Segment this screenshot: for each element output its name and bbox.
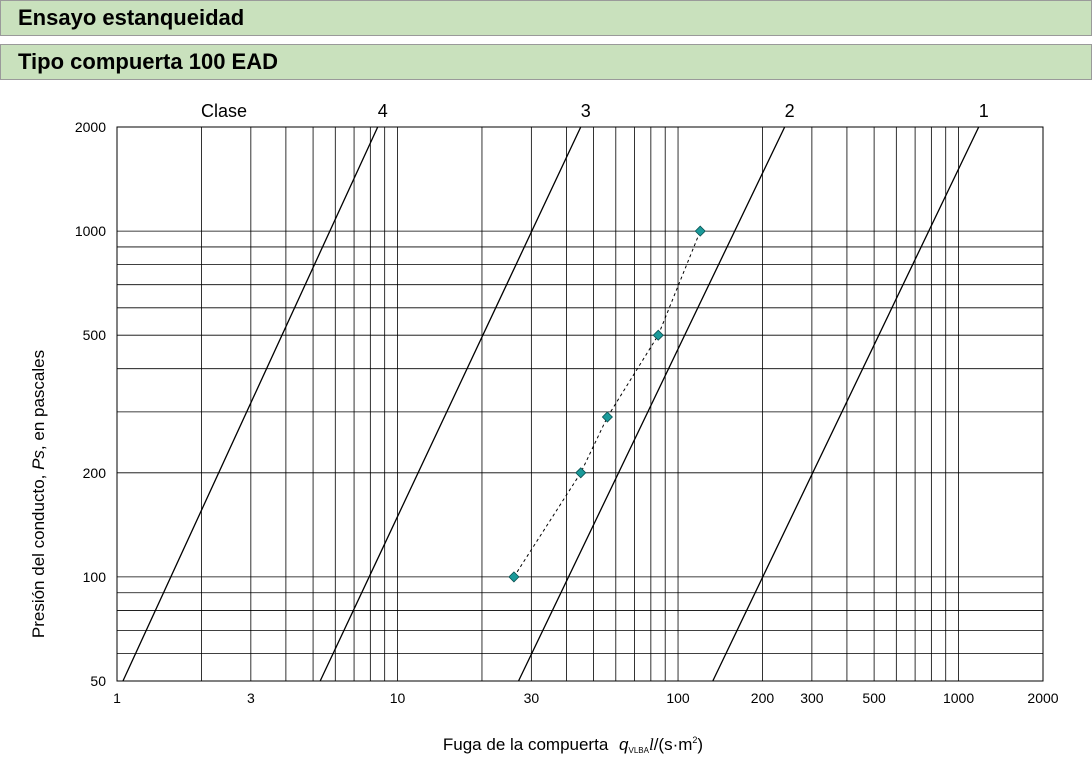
x-axis-unit-exp: 2 — [692, 735, 697, 745]
measured-point — [601, 411, 613, 423]
grid — [117, 127, 1043, 681]
measured-point — [652, 329, 664, 341]
measured-series-line — [513, 230, 701, 578]
measured-point — [575, 467, 587, 479]
measured-point — [694, 225, 706, 237]
y-axis-title-pre: Presión del conducto, — [29, 475, 48, 639]
page-subtitle: Tipo compuerta 100 EAD — [0, 44, 1092, 80]
y-tick-label: 50 — [90, 673, 106, 689]
page-title: Ensayo estanqueidad — [0, 0, 1092, 36]
class-label-3: 3 — [581, 101, 591, 121]
class-line-4 — [122, 126, 379, 682]
plot-border — [116, 126, 1044, 682]
x-axis-title: Fuga de la compuerta qVLBAl/(s·m2) — [443, 735, 703, 755]
y-axis-title-post: , en pascales — [29, 350, 48, 450]
x-tick-label: 300 — [800, 690, 824, 706]
class-label-4: 4 — [378, 101, 388, 121]
x-axis-unit: /(s·m — [654, 735, 693, 754]
y-tick-label: 500 — [83, 327, 107, 343]
x-tick-label: 3 — [247, 690, 255, 706]
y-tick-label: 200 — [83, 465, 107, 481]
x-tick-label: 1000 — [943, 690, 974, 706]
x-axis-unit-l: l — [649, 735, 654, 754]
measured-series — [508, 225, 706, 583]
y-tick-label: 100 — [83, 569, 107, 585]
class-line-1 — [712, 126, 980, 682]
measured-point — [508, 571, 520, 583]
x-tick-label: 30 — [524, 690, 540, 706]
class-label-2: 2 — [785, 101, 795, 121]
x-axis-subscript: VLBA — [628, 746, 649, 755]
tick-labels: 1 3 10 30 100 200 300 500 1000 2000 50 100 200 500 100… — [75, 119, 1059, 706]
x-axis-title-main: Fuga de la compuerta — [443, 735, 609, 754]
class-label-1: 1 — [979, 101, 989, 121]
x-tick-label: 200 — [751, 690, 775, 706]
x-tick-label: 100 — [666, 690, 690, 706]
y-tick-label: 2000 — [75, 119, 106, 135]
chart: 4 3 2 1 1 3 10 30 100 200 300 500 1000 2000 50 100 200 5… — [29, 101, 1059, 755]
class-line-3 — [319, 126, 582, 682]
y-tick-label: 1000 — [75, 223, 106, 239]
x-tick-label: 500 — [862, 690, 886, 706]
class-line-2 — [517, 126, 786, 682]
x-axis-symbol: q — [619, 735, 629, 754]
x-tick-label: 2000 — [1027, 690, 1058, 706]
class-lines: 4 3 2 1 — [122, 101, 989, 682]
clase-label: Clase — [201, 101, 247, 121]
x-axis-close: ) — [697, 735, 703, 754]
x-tick-label: 1 — [113, 690, 121, 706]
y-axis-symbol: Ps — [29, 450, 48, 470]
y-axis-title: Presión del conducto, Ps, en pascales — [29, 350, 48, 638]
x-tick-label: 10 — [390, 690, 406, 706]
